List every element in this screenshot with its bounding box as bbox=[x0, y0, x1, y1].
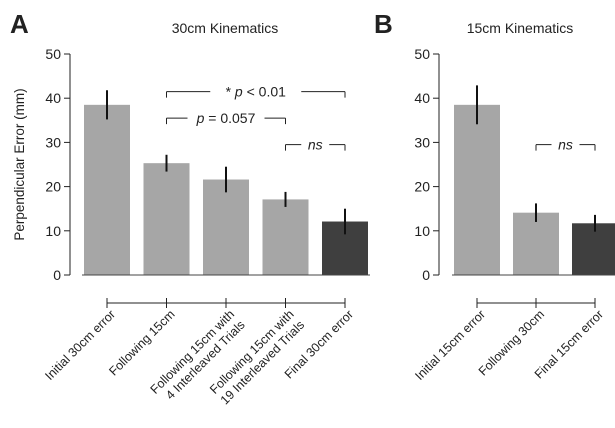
panel-b-title: 15cm Kinematics bbox=[467, 20, 574, 36]
panel-b-letter: B bbox=[374, 9, 393, 39]
panel-b-y-tick-label: 50 bbox=[414, 46, 430, 62]
panel-b-bar bbox=[454, 104, 500, 275]
panel-a-y-tick-label: 10 bbox=[45, 223, 61, 239]
panel-a-title: 30cm Kinematics bbox=[172, 20, 279, 36]
panel-a-letter: A bbox=[10, 9, 29, 39]
panel-a-sig-stat: p bbox=[234, 84, 243, 100]
panel-a-sig-stat: ns bbox=[308, 137, 323, 153]
panel-a-sig-symbol: * bbox=[226, 84, 235, 100]
panel-a-y-tick-label: 0 bbox=[53, 267, 61, 283]
panel-a-y-tick-label: 40 bbox=[45, 90, 61, 106]
panel-a-y-tick-label: 50 bbox=[45, 46, 61, 62]
panel-a-bar bbox=[203, 179, 249, 275]
panel-a-sig-label: p = 0.057 bbox=[196, 110, 256, 126]
panel-b-category-label: Initial 15cm error bbox=[412, 307, 488, 383]
panel-a-chart: A 30cm Kinematics 0 10 20 30 40 50 Perpendicular… bbox=[10, 9, 370, 407]
panel-b-bar bbox=[513, 212, 559, 275]
panel-a-category-label: Initial 30cm error bbox=[42, 307, 118, 383]
panel-b-y-tick-label: 40 bbox=[414, 90, 430, 106]
panel-b-y-tick-label: 10 bbox=[414, 223, 430, 239]
panel-b-y-tick-label: 30 bbox=[414, 134, 430, 150]
panel-a-sig-stat: p bbox=[196, 110, 205, 126]
panel-a-sig-label: * p < 0.01 bbox=[226, 84, 287, 100]
panel-b-sig-stat: ns bbox=[558, 137, 573, 153]
panel-a-y-tick-label: 30 bbox=[45, 134, 61, 150]
panel-a-bar bbox=[143, 163, 190, 275]
panel-b-sig-label: ns bbox=[558, 137, 573, 153]
panel-b-bar bbox=[572, 223, 615, 275]
panel-a-sig-label: ns bbox=[308, 137, 323, 153]
panel-a-sig-value: < 0.01 bbox=[243, 84, 286, 100]
panel-b-category-label-line: Initial 15cm error bbox=[412, 307, 488, 383]
panel-b-y-tick-label: 0 bbox=[422, 267, 430, 283]
panel-b-y-tick-label: 20 bbox=[414, 179, 430, 195]
panel-a-category-label-line: Initial 30cm error bbox=[42, 307, 118, 383]
panel-a-y-tick-label: 20 bbox=[45, 179, 61, 195]
panel-a-bar bbox=[262, 199, 309, 275]
panel-a-sig-value: = 0.057 bbox=[204, 110, 255, 126]
panel-b-chart: B 15cm Kinematics 0 10 20 30 40 50 Initial 15cm … bbox=[374, 9, 615, 383]
panel-a-y-axis-label: Perpendicular Error (mm) bbox=[12, 88, 27, 240]
panel-a-bar bbox=[84, 104, 130, 275]
